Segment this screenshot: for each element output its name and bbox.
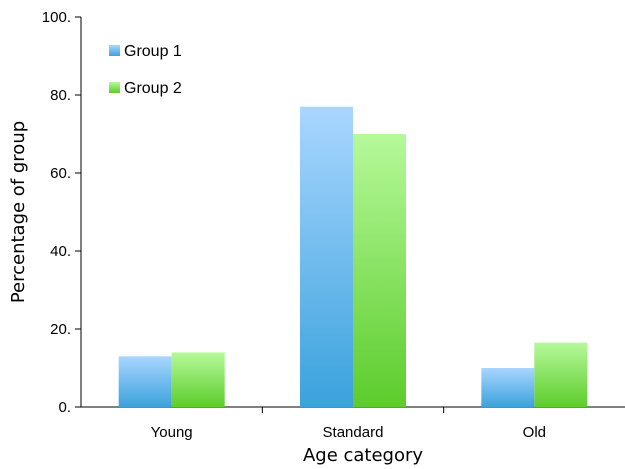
labels: 0. 20. 40. 60. 80. 100. Young Standard Old <box>42 9 546 441</box>
bar-old-series-2 <box>534 342 588 407</box>
bar-old-series-1 <box>481 368 535 407</box>
y-tick-label: 20. <box>50 321 71 338</box>
legend-label: Group 2 <box>124 80 182 97</box>
bar-young-series-2 <box>171 352 225 407</box>
y-axis-title: Percentage of group <box>8 121 29 303</box>
y-tick-label: 100. <box>42 9 71 26</box>
bar-young-series-1 <box>118 356 172 407</box>
legend-swatch <box>109 82 120 93</box>
x-tick-label: Young <box>151 424 193 441</box>
legend: Group 1 Group 2 <box>109 43 182 97</box>
y-tick-label: 0. <box>58 399 71 416</box>
x-tick-label: Standard <box>323 424 384 441</box>
x-axis-title: Age category <box>303 445 423 466</box>
bars <box>118 106 588 407</box>
bar-standard-series-1 <box>300 106 353 407</box>
legend-label: Group 1 <box>124 43 182 60</box>
y-tick-label: 60. <box>50 165 71 182</box>
y-tick-label: 40. <box>50 243 71 260</box>
bar-standard-series-2 <box>353 134 406 407</box>
y-tick-label: 80. <box>50 87 71 104</box>
x-tick-label: Old <box>523 424 546 441</box>
legend-swatch <box>109 45 120 56</box>
